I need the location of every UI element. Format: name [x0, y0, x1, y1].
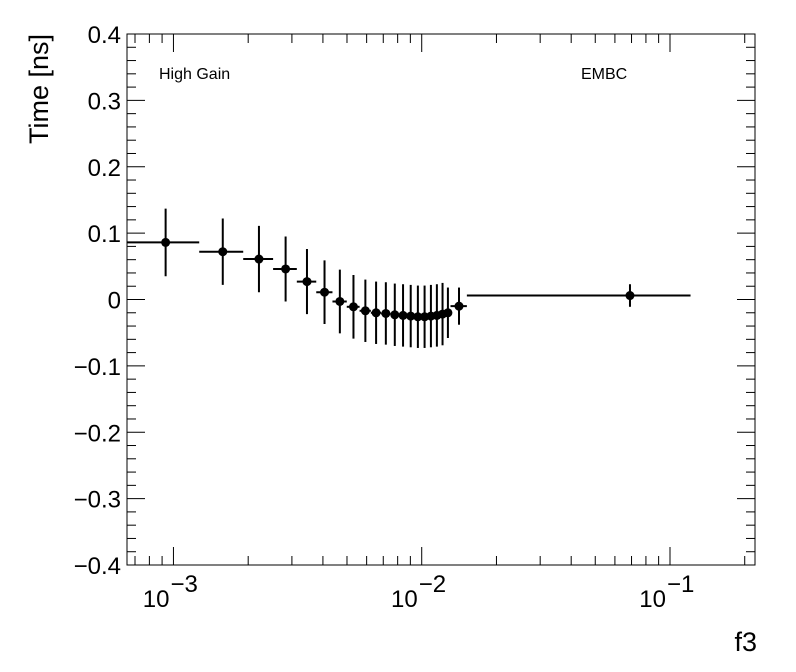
data-marker — [302, 277, 312, 287]
x-tick-label: 10−1 — [639, 571, 694, 613]
annotation-high-gain: High Gain — [159, 66, 230, 83]
axis-ticks — [127, 33, 755, 566]
data-point — [390, 283, 400, 346]
data-marker — [398, 310, 408, 320]
data-point — [243, 225, 274, 293]
data-marker — [254, 254, 264, 264]
y-tick-label: −0.4 — [74, 553, 121, 580]
data-point — [127, 208, 200, 277]
data-marker — [371, 308, 381, 318]
data-marker — [443, 308, 453, 318]
data-point — [406, 284, 416, 348]
y-tick-label: 0 — [108, 288, 121, 315]
y-tick-label: 0.4 — [88, 22, 121, 49]
data-point — [296, 249, 317, 315]
x-tick-label-base: 10 — [143, 586, 170, 613]
data-marker — [625, 291, 635, 301]
plot-frame — [126, 33, 756, 566]
data-marker — [381, 308, 391, 318]
data-point — [332, 269, 347, 334]
data-marker — [335, 296, 345, 306]
y-tick-labels: 0.4 0.3 0.2 0.1 0 −0.1 −0.2 −0.3 −0.4 — [74, 22, 121, 580]
y-tick-label: −0.2 — [74, 420, 121, 447]
y-tick-label: 0.3 — [88, 88, 121, 115]
data-point — [199, 218, 244, 285]
x-tick-label-base: 10 — [391, 586, 418, 613]
data-marker — [320, 287, 330, 297]
data-marker — [454, 301, 464, 311]
x-tick-label: 10−2 — [391, 571, 446, 613]
data-point — [316, 260, 333, 325]
data-point — [273, 236, 297, 302]
y-axis-title: Time [ns] — [24, 34, 54, 144]
data-point — [466, 284, 691, 307]
x-axis-title: f3 — [734, 627, 757, 657]
data-marker — [413, 312, 423, 322]
y-tick-label: 0.1 — [88, 221, 121, 248]
x-tick-label-exponent: −1 — [667, 571, 694, 598]
data-point — [381, 282, 391, 345]
data-point — [398, 284, 408, 347]
data-marker — [281, 264, 291, 274]
data-marker — [348, 302, 358, 312]
y-tick-label: 0.2 — [88, 155, 121, 182]
data-marker — [218, 247, 228, 257]
y-tick-label: −0.1 — [74, 354, 121, 381]
x-tick-label-base: 10 — [639, 586, 666, 613]
x-tick-label-exponent: −3 — [170, 571, 197, 598]
data-point — [443, 287, 453, 338]
x-tick-labels: 10−310−210−1 — [143, 571, 695, 613]
data-point — [370, 281, 382, 344]
data-marker — [360, 306, 370, 316]
x-tick-label-exponent: −2 — [419, 571, 446, 598]
data-marker — [390, 310, 400, 320]
data-point — [450, 287, 467, 325]
x-tick-label: 10−3 — [143, 571, 198, 613]
data-points — [127, 208, 691, 348]
data-point — [346, 274, 360, 339]
data-point — [359, 279, 371, 342]
data-marker — [406, 311, 416, 321]
annotation-embc: EMBC — [581, 66, 627, 83]
y-tick-label: −0.3 — [74, 487, 121, 514]
data-marker — [161, 237, 171, 247]
